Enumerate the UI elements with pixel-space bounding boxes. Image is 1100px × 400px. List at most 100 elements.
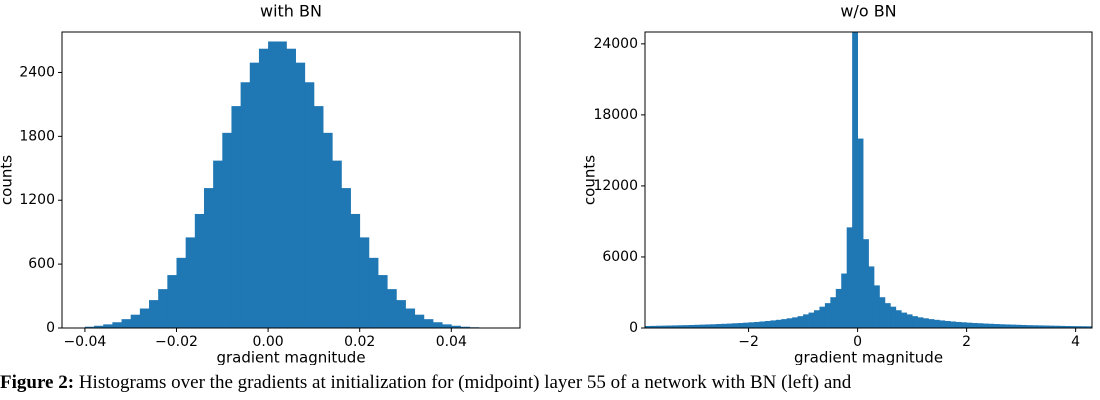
bar <box>792 317 799 328</box>
bar <box>797 316 804 328</box>
bar <box>884 303 891 328</box>
bar <box>194 213 205 328</box>
bar <box>304 82 315 328</box>
bar <box>277 41 287 328</box>
bar <box>222 132 232 328</box>
y-axis-label: counts <box>0 155 16 205</box>
bar <box>672 325 679 328</box>
bar <box>423 319 434 328</box>
bar <box>933 319 940 328</box>
bar <box>715 324 722 328</box>
bar <box>1021 324 1027 328</box>
y-tick-label: 12000 <box>593 178 638 194</box>
bar <box>781 319 788 328</box>
bar <box>710 324 717 328</box>
x-tick-label: −0.02 <box>155 334 198 350</box>
bar <box>950 321 957 328</box>
bar <box>661 325 668 328</box>
bar <box>830 297 837 328</box>
plot: −0.04 −0.02 0.00 0.02 0.04 0 600 1200 1800 2400 wi… <box>0 2 521 366</box>
bar <box>1042 325 1049 328</box>
x-tick-label: 0.00 <box>253 334 284 350</box>
y-tick-label: 600 <box>28 256 55 272</box>
bar <box>841 273 848 328</box>
bar <box>901 312 908 328</box>
bar <box>748 322 755 328</box>
bar <box>688 324 695 328</box>
axes-frame <box>644 31 1093 329</box>
bar <box>732 323 739 328</box>
bar <box>699 324 706 328</box>
plot: −2 0 2 4 0 6000 12000 18000 24000 w/o BN gradient … <box>581 2 1093 365</box>
bar <box>460 326 471 328</box>
bar <box>167 275 177 328</box>
bar <box>906 314 913 328</box>
bar <box>231 106 242 328</box>
bar <box>323 132 333 328</box>
bar <box>775 319 782 328</box>
bar <box>928 319 935 328</box>
bar <box>944 321 951 328</box>
bar <box>432 322 443 328</box>
bar <box>977 323 984 328</box>
bar <box>203 188 214 328</box>
caption: Figure 2: Histograms over the gradients … <box>0 372 1100 394</box>
bar <box>803 314 809 328</box>
bar <box>350 213 361 328</box>
figure: −0.04 −0.02 0.00 0.02 0.040600120018002400wi… <box>0 2 1093 366</box>
bar <box>879 297 886 328</box>
y-tick-label: 0 <box>46 320 55 336</box>
bar <box>759 321 766 328</box>
bar <box>249 62 260 328</box>
bar <box>1037 325 1044 328</box>
bar <box>846 227 853 328</box>
bar <box>961 322 968 328</box>
y-tick-label: 24000 <box>593 36 638 52</box>
x-tick-label: −2 <box>738 334 759 350</box>
bar <box>873 285 880 328</box>
bar <box>704 324 711 328</box>
y-axis-label: counts <box>581 155 599 205</box>
bar <box>103 324 113 328</box>
bar <box>1026 325 1033 328</box>
bar <box>737 323 744 328</box>
bar <box>84 326 95 328</box>
bar <box>442 324 452 328</box>
y-tick-label: 2400 <box>19 64 55 80</box>
bar <box>405 308 416 328</box>
bar <box>130 314 141 328</box>
bar <box>863 239 869 328</box>
bar <box>999 324 1006 328</box>
y-tick-label: 6000 <box>602 249 638 265</box>
bar <box>359 237 370 328</box>
bar <box>917 317 924 328</box>
bar <box>258 48 269 328</box>
bar <box>1075 326 1082 328</box>
bar <box>813 310 820 328</box>
bar <box>378 275 388 328</box>
bar <box>313 106 324 328</box>
bar <box>955 321 962 328</box>
bar <box>721 323 728 328</box>
bar <box>1010 324 1017 328</box>
bar <box>332 160 342 328</box>
bar <box>139 308 150 328</box>
bar <box>982 323 989 328</box>
x-axis-label: gradient magnitude <box>216 349 365 366</box>
x-tick-label: 2 <box>962 334 971 350</box>
bar <box>1081 326 1087 328</box>
bar <box>387 289 397 328</box>
bar <box>286 48 296 328</box>
bar <box>939 320 946 328</box>
bar <box>1059 325 1066 328</box>
bar <box>268 41 278 328</box>
bar <box>890 306 897 328</box>
x-tick-label: −0.04 <box>63 334 106 350</box>
bar <box>694 324 700 328</box>
bar <box>158 289 168 328</box>
bar <box>786 318 793 328</box>
x-tick-label: 0 <box>853 334 862 350</box>
x-tick-label: 4 <box>1071 334 1080 350</box>
bar <box>808 312 815 328</box>
